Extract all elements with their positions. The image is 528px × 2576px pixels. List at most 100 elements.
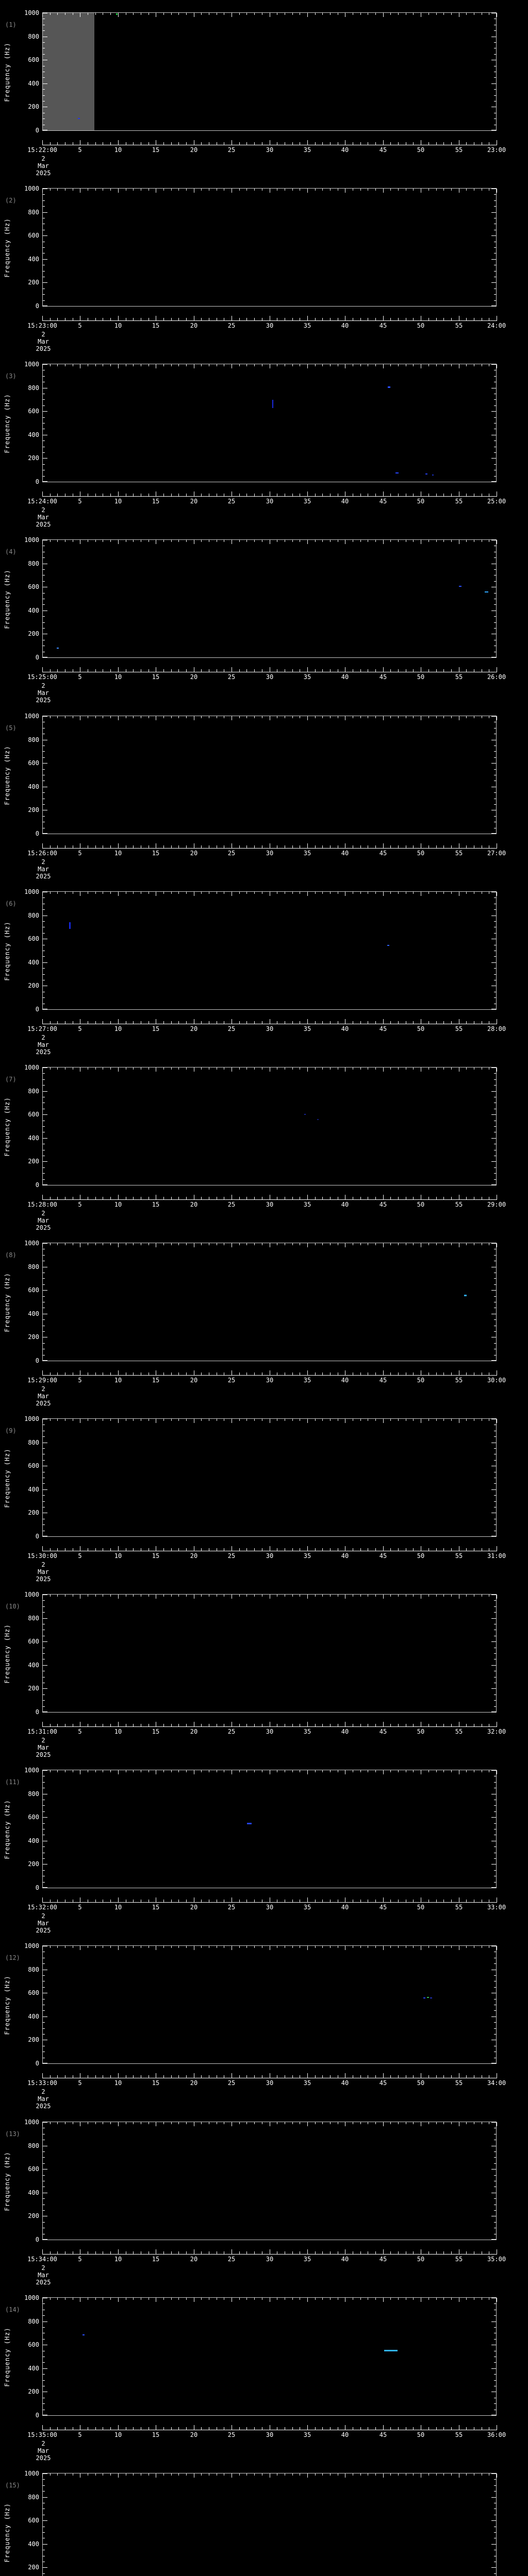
x-tick-top [171, 1770, 172, 1772]
time-axis-tick [201, 1372, 202, 1375]
x-tick-top [383, 892, 384, 896]
x-tick-top [118, 892, 119, 896]
time-axis-tick [148, 2075, 149, 2078]
y-tick-right [494, 628, 496, 629]
x-tick-top [307, 189, 308, 193]
x-tick-top [171, 13, 172, 15]
x-tick-label: 10 [114, 2079, 122, 2087]
x-tick-top [330, 2473, 331, 2476]
time-axis-tick [307, 1546, 308, 1551]
time-axis-tick [148, 1372, 149, 1375]
time-axis-tick [50, 1724, 51, 1726]
x-tick-label: 40 [341, 322, 349, 329]
time-axis-tick [133, 2427, 134, 2430]
time-axis-tick [178, 1900, 179, 1902]
x-tick-label: 45 [379, 673, 387, 681]
x-tick-label: 35 [303, 2256, 311, 2263]
time-axis-tick [428, 2427, 429, 2430]
x-tick-top [443, 364, 444, 366]
time-axis-tick [443, 494, 444, 496]
x-tick-top [315, 1946, 316, 1948]
x-tick-label: 25 [227, 2256, 236, 2263]
time-axis-tick [375, 2075, 376, 2078]
y-tick-right [494, 2010, 496, 2011]
x-tick-top [133, 189, 134, 191]
time-axis-tick [178, 2251, 179, 2254]
x-tick-top [451, 1946, 452, 1948]
time-axis-tick [148, 1548, 149, 1551]
time-axis-tick [57, 1724, 58, 1726]
y-tick-right [491, 2016, 496, 2017]
x-tick-top [398, 540, 399, 542]
time-axis-tick [171, 2427, 172, 2430]
time-axis-tick [292, 1724, 293, 1726]
x-tick-top [292, 1419, 293, 1421]
time-axis-tick [148, 1021, 149, 1024]
time-axis-tick [186, 2427, 187, 2430]
x-tick-top [110, 1595, 111, 1597]
x-tick-label: 50 [417, 322, 425, 329]
time-axis-tick [178, 1548, 179, 1551]
time-axis-tick [360, 494, 361, 496]
time-axis-tick [95, 1197, 96, 1199]
x-tick-top [239, 1243, 240, 1245]
time-axis-tick [428, 142, 429, 145]
y-tick-right [494, 1343, 496, 1344]
x-tick-top [315, 2473, 316, 2476]
time-axis-tick [254, 1197, 255, 1199]
y-tick-right [494, 2339, 496, 2340]
y-tick-right [494, 1846, 496, 1847]
x-tick-label: 40 [341, 498, 349, 505]
panel-number-label: (8) [5, 1251, 16, 1259]
y-tick-left [43, 2380, 45, 2381]
x-tick-label: 10 [114, 1552, 122, 1560]
x-tick-top [428, 364, 429, 366]
y-tick-right [491, 1711, 496, 1712]
time-axis-tick [315, 1548, 316, 1551]
time-axis-tick [171, 142, 172, 145]
time-axis-tick [163, 494, 164, 496]
panel-number-label: (3) [5, 372, 16, 380]
spectrogram-panel: Frequency (Hz) (12) 0 200 400 600 800 1000 5 10 15… [0, 1943, 528, 2121]
x-tick-top [148, 2473, 149, 2476]
x-tick-label: 15 [152, 1201, 160, 1208]
y-tick-label: 1000 [24, 2294, 39, 2301]
axis-start-time-label: 15:31:00 [27, 1728, 57, 1735]
x-tick-label: 55 [455, 2431, 463, 2438]
axis-end-time-label: 33:00 [487, 1904, 506, 1911]
time-axis-tick [95, 669, 96, 672]
time-axis-line [42, 496, 497, 497]
time-axis-tick [42, 492, 43, 496]
y-tick-right [494, 2315, 496, 2316]
x-tick-top [375, 540, 376, 542]
y-tick-right [494, 2222, 496, 2223]
y-tick-label: 400 [28, 431, 39, 438]
time-axis-line [42, 2254, 497, 2255]
time-axis-tick [428, 1900, 429, 1902]
axis-end-time-label: 34:00 [487, 2079, 506, 2087]
x-tick-top [436, 892, 437, 894]
panel-number-label: (2) [5, 197, 16, 204]
axis-date-line: 2025 [36, 1400, 51, 1407]
x-tick-label: 10 [114, 1904, 122, 1911]
x-tick-top [322, 716, 323, 718]
x-tick-top [436, 364, 437, 366]
y-tick-left [43, 1606, 45, 1607]
time-axis-tick [443, 1372, 444, 1375]
y-tick-left [43, 376, 45, 377]
x-tick-top [375, 189, 376, 191]
x-tick-label: 30 [266, 2079, 274, 2087]
y-tick-left [43, 1495, 45, 1496]
x-tick-top [239, 1419, 240, 1421]
axis-date-line: 2 [41, 2264, 45, 2272]
time-axis-tick [390, 845, 391, 848]
y-tick-left [43, 95, 45, 96]
x-tick-top [451, 189, 452, 191]
y-tick-left [43, 1085, 45, 1086]
x-tick-top [292, 364, 293, 366]
x-tick-top [42, 364, 43, 368]
axis-date-line: Mar [38, 2447, 49, 2454]
y-tick-left [43, 118, 45, 119]
time-axis-tick [375, 142, 376, 145]
x-tick-label: 30 [266, 673, 274, 681]
